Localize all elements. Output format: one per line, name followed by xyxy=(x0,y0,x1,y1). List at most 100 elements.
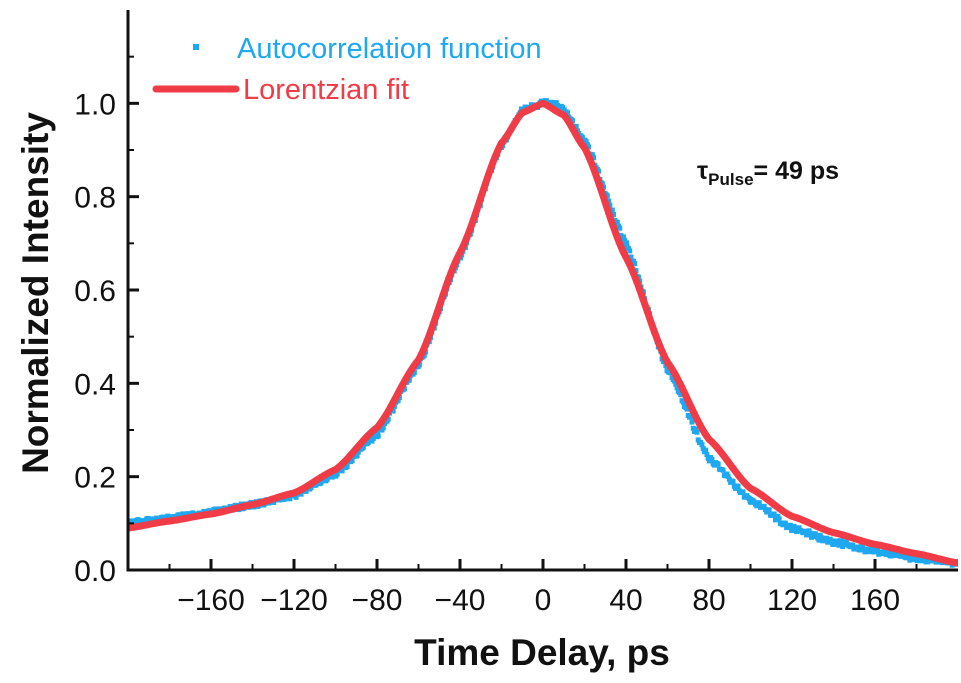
y-tick-label: 0.2 xyxy=(74,462,116,495)
data-point xyxy=(674,385,680,391)
data-point xyxy=(271,499,277,505)
data-point xyxy=(586,144,592,150)
data-point xyxy=(564,110,570,116)
pulse-value: = 49 ps xyxy=(754,157,839,185)
x-tick-label: −120 xyxy=(260,584,328,617)
data-point xyxy=(823,535,829,541)
data-point xyxy=(857,547,863,553)
data-point xyxy=(611,212,617,218)
data-point xyxy=(776,516,782,522)
ticks-layer: −160 −120 −80 −40 0 40 80 120 160 0.0 0.2 0.4 0.6 0.8… xyxy=(74,55,918,617)
legend-entry-lorentzian: Lorentzian fit xyxy=(152,74,409,106)
data-point xyxy=(796,525,802,531)
data-point xyxy=(569,118,575,124)
data-point xyxy=(607,202,613,208)
data-point xyxy=(380,425,386,431)
data-point xyxy=(782,520,788,526)
data-point xyxy=(699,442,705,448)
lorentzian-fit-line xyxy=(128,99,958,567)
data-point xyxy=(385,416,391,422)
data-point xyxy=(318,480,324,486)
data-point xyxy=(730,479,736,485)
data-point xyxy=(865,546,871,552)
data-point xyxy=(579,134,585,140)
data-point xyxy=(617,225,623,231)
data-point xyxy=(609,207,615,213)
x-tick-label: 160 xyxy=(850,584,900,617)
data-point xyxy=(589,152,595,158)
y-tick-label: 0.4 xyxy=(74,368,116,401)
data-point xyxy=(761,503,767,509)
data-point xyxy=(543,98,549,104)
tau-symbol: τ xyxy=(697,157,708,185)
x-tick-label: 0 xyxy=(535,584,552,617)
pulse-subscript: Pulse xyxy=(708,170,753,189)
data-point xyxy=(771,511,777,517)
data-layer xyxy=(128,98,958,568)
data-point xyxy=(344,463,350,469)
data-point xyxy=(664,366,671,373)
data-point xyxy=(872,548,878,555)
data-point xyxy=(573,123,579,129)
data-point xyxy=(807,530,813,536)
data-point xyxy=(604,193,610,199)
data-point xyxy=(596,168,602,174)
data-point xyxy=(176,512,182,518)
data-point xyxy=(528,102,534,108)
data-point xyxy=(287,496,293,502)
y-tick-label: 0.0 xyxy=(74,555,116,588)
data-point xyxy=(621,234,627,240)
data-point xyxy=(841,542,847,548)
x-axis-title: Time Delay, ps xyxy=(414,632,670,673)
x-tick-label: −40 xyxy=(435,584,486,617)
data-point xyxy=(313,482,319,488)
x-tick-label: −160 xyxy=(177,584,245,617)
y-tick-label: 0.6 xyxy=(74,275,116,308)
data-point xyxy=(324,476,330,482)
data-point xyxy=(747,497,754,503)
data-point xyxy=(838,538,844,544)
data-point xyxy=(374,431,380,438)
data-point xyxy=(369,438,375,444)
data-point xyxy=(390,408,396,414)
legend: Autocorrelation function Lorentzian fit xyxy=(152,33,542,106)
data-point xyxy=(715,461,721,467)
y-axis-title: Normalized Intensity xyxy=(15,112,56,474)
data-point xyxy=(614,219,620,225)
data-point xyxy=(680,399,686,405)
data-point xyxy=(673,381,679,387)
x-tick-label: −80 xyxy=(352,584,403,617)
data-point xyxy=(740,489,746,495)
data-point xyxy=(411,369,417,375)
legend-marker-square xyxy=(193,44,199,50)
data-point xyxy=(922,556,928,562)
data-point xyxy=(735,483,741,489)
data-point xyxy=(888,553,894,559)
data-point xyxy=(924,559,930,565)
data-point xyxy=(332,471,339,478)
data-point xyxy=(145,515,151,521)
data-point xyxy=(688,414,694,420)
data-point xyxy=(693,426,699,432)
data-point xyxy=(135,517,141,523)
data-point xyxy=(913,555,920,562)
data-point xyxy=(694,429,700,435)
data-point xyxy=(339,468,345,474)
data-point xyxy=(775,513,781,519)
y-tick-label: 1.0 xyxy=(74,88,116,121)
data-point xyxy=(632,261,638,267)
legend-label-lorentzian: Lorentzian fit xyxy=(243,74,409,106)
data-point xyxy=(766,507,772,513)
data-point xyxy=(606,198,612,204)
x-tick-label: 40 xyxy=(609,584,642,617)
data-point xyxy=(298,491,304,497)
legend-label-autocorrelation: Autocorrelation function xyxy=(237,33,542,65)
data-point xyxy=(725,473,731,479)
data-point xyxy=(355,449,361,455)
data-point xyxy=(689,419,695,425)
data-point xyxy=(365,440,371,446)
data-point xyxy=(282,496,288,502)
data-point xyxy=(628,254,634,260)
